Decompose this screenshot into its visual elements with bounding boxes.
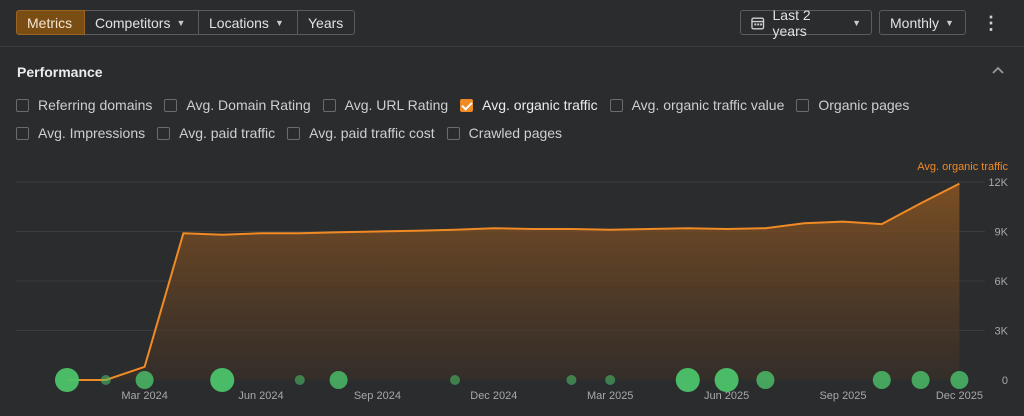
metric-label: Avg. URL Rating (344, 97, 449, 113)
metric-toggle-avg-url-rating[interactable]: Avg. URL Rating (322, 97, 449, 113)
checkbox[interactable] (287, 126, 301, 140)
tab-years-label: Years (308, 14, 344, 31)
checkbox[interactable] (16, 98, 29, 112)
tab-metrics[interactable]: Metrics (16, 10, 85, 35)
chevron-up-icon[interactable] (990, 62, 1006, 78)
chevron-down-icon: ▼ (852, 17, 861, 28)
chevron-down-icon: ▼ (274, 17, 284, 28)
event-marker (756, 371, 775, 389)
toolbar-divider (0, 46, 1024, 47)
event-marker (210, 368, 235, 392)
metric-toggle-crawled-pages[interactable]: Crawled pages (446, 125, 563, 141)
event-marker (55, 368, 79, 392)
chevron-down-icon: ▼ (945, 17, 954, 28)
event-marker (911, 371, 930, 389)
metric-toggle-avg-paid-traffic[interactable]: Avg. paid traffic (157, 125, 275, 141)
event-marker (675, 368, 700, 392)
interval-dropdown[interactable]: Monthly ▼ (879, 10, 966, 35)
event-marker (950, 371, 969, 389)
x-tick-label: Sep 2024 (354, 390, 401, 402)
metric-label: Organic pages (818, 97, 910, 113)
metric-label: Avg. organic traffic value (631, 97, 785, 113)
checkbox[interactable] (446, 126, 460, 140)
view-tabs: Metrics Competitors ▼ Locations ▼ Years (16, 10, 355, 35)
checkbox[interactable] (796, 98, 810, 112)
calendar-icon (751, 17, 765, 29)
more-vertical-icon[interactable]: ⋮ (982, 13, 1000, 33)
metric-label: Avg. organic traffic (482, 97, 598, 113)
metric-toggle-referring-domains[interactable]: Referring domains (16, 97, 152, 113)
metric-label: Avg. Domain Rating (186, 97, 311, 113)
metric-toggle-avg-organic-traffic[interactable]: Avg. organic traffic (460, 97, 598, 113)
x-tick-label: Dec 2024 (470, 390, 517, 402)
metric-toggle-organic-pages[interactable]: Organic pages (796, 97, 909, 113)
y-tick-label: 6K (995, 276, 1009, 288)
y-tick-label: 3K (995, 326, 1009, 338)
x-tick-label: Sep 2025 (819, 390, 866, 402)
event-marker (605, 375, 616, 385)
tab-locations[interactable]: Locations ▼ (199, 10, 298, 35)
checkbox[interactable] (609, 98, 623, 112)
chart-area-layer (66, 182, 960, 381)
tab-years[interactable]: Years (298, 10, 355, 35)
metric-label: Avg. paid traffic cost (309, 125, 435, 141)
series-line-avg-organic-traffic (67, 182, 960, 381)
tab-metrics-label: Metrics (27, 14, 73, 31)
x-tick-label: Mar 2025 (587, 390, 633, 402)
organic-traffic-chart: Mar 2024 Jun 2024 Sep 2024 Dec 2024 Mar 2025… (16, 161, 1009, 402)
checkbox[interactable] (322, 98, 336, 112)
y-axis: 0 3K 6K 9K 12K (988, 177, 1008, 387)
metric-label: Avg. paid traffic (179, 125, 276, 141)
checkbox[interactable] (157, 126, 171, 140)
metric-toggles-row-2: Avg. Impressions Avg. paid traffic Avg. … (16, 124, 574, 142)
interval-label: Monthly (890, 14, 940, 31)
tab-locations-label: Locations (209, 14, 269, 31)
tab-competitors[interactable]: Competitors ▼ (85, 10, 199, 35)
checkbox[interactable] (16, 126, 29, 140)
event-marker (872, 371, 891, 389)
y-tick-label: 0 (1002, 375, 1008, 387)
event-marker (450, 375, 460, 385)
metric-toggles-row-1: Referring domains Avg. Domain Rating Avg… (16, 96, 921, 114)
event-marker (100, 375, 111, 385)
metric-toggle-avg-impressions[interactable]: Avg. Impressions (16, 125, 145, 141)
event-marker (714, 368, 739, 392)
x-tick-label: Mar 2024 (121, 390, 167, 402)
x-tick-label: Jun 2025 (704, 390, 749, 402)
event-markers (55, 368, 969, 392)
metric-toggle-avg-organic-traffic-value[interactable]: Avg. organic traffic value (609, 97, 785, 113)
checkbox[interactable] (164, 98, 178, 112)
metric-label: Avg. Impressions (38, 125, 146, 141)
metric-label: Crawled pages (468, 125, 563, 141)
tab-competitors-label: Competitors (95, 14, 171, 31)
y-tick-label: 9K (995, 227, 1009, 239)
event-marker (135, 371, 154, 389)
y-tick-label: 12K (988, 177, 1008, 189)
date-range-label: Last 2 years (772, 6, 811, 39)
x-axis: Mar 2024 Jun 2024 Sep 2024 Dec 2024 Mar 2025… (121, 390, 983, 402)
checkbox-checked[interactable] (460, 98, 474, 112)
series-area-fill (67, 183, 960, 380)
toolbar: Metrics Competitors ▼ Locations ▼ Years La… (0, 0, 1024, 46)
chevron-down-icon: ▼ (176, 17, 186, 28)
x-tick-label: Dec 2025 (936, 390, 983, 402)
metric-toggle-avg-paid-traffic-cost[interactable]: Avg. paid traffic cost (287, 125, 435, 141)
event-marker (566, 375, 577, 385)
metric-toggle-avg-domain-rating[interactable]: Avg. Domain Rating (164, 97, 311, 113)
x-tick-label: Jun 2024 (238, 390, 283, 402)
metric-label: Referring domains (38, 97, 153, 113)
event-marker (294, 375, 305, 385)
event-marker (329, 371, 348, 389)
y-axis-title: Avg. organic traffic (917, 161, 1008, 173)
section-title: Performance (17, 64, 103, 80)
date-range-dropdown[interactable]: Last 2 years ▼ (740, 7, 872, 39)
